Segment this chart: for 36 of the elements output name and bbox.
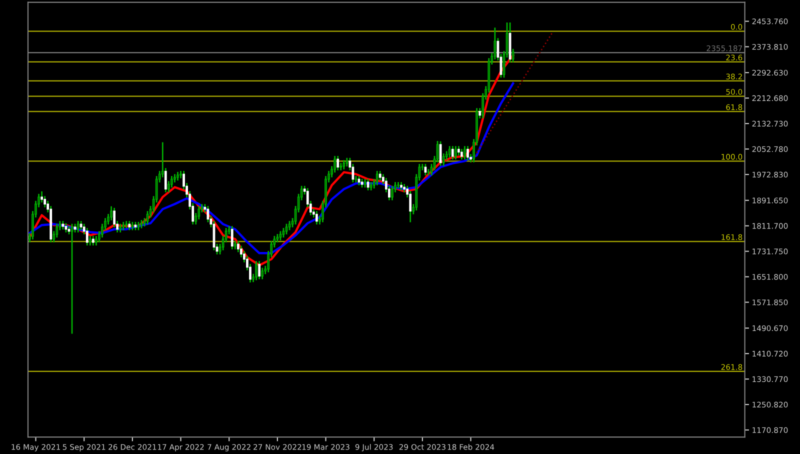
candlestick — [494, 26, 496, 60]
candlestick — [460, 148, 463, 160]
candlestick — [170, 175, 173, 188]
candlestick — [457, 145, 460, 156]
candlestick — [448, 145, 451, 158]
candlestick — [316, 210, 318, 226]
candlestick — [439, 140, 442, 167]
candlestick — [397, 181, 400, 190]
candlestick — [464, 145, 466, 160]
candlestick — [454, 145, 457, 160]
candlestick — [376, 170, 378, 186]
candlestick — [198, 205, 200, 220]
candlestick — [56, 223, 58, 238]
candlestick — [366, 178, 370, 192]
candlestick — [92, 235, 94, 246]
candlestick — [86, 227, 88, 246]
candlestick — [466, 145, 469, 162]
candlestick — [258, 260, 261, 280]
candlestick — [451, 145, 454, 160]
line-series — [28, 82, 514, 254]
candlestick — [94, 235, 98, 246]
candlestick — [512, 48, 514, 63]
candlestick — [76, 220, 80, 234]
candlestick — [409, 190, 412, 223]
candlestick — [336, 155, 340, 171]
candlestick — [334, 155, 336, 174]
candlestick — [80, 220, 82, 231]
candlestick — [40, 190, 44, 204]
candlestick — [288, 220, 291, 231]
candlestick — [255, 260, 258, 281]
candlestick — [128, 220, 131, 231]
candlestick — [391, 185, 394, 201]
candlestick — [342, 159, 346, 170]
candlestick — [113, 207, 116, 228]
candlestick — [230, 225, 234, 250]
candlestick — [378, 170, 382, 182]
